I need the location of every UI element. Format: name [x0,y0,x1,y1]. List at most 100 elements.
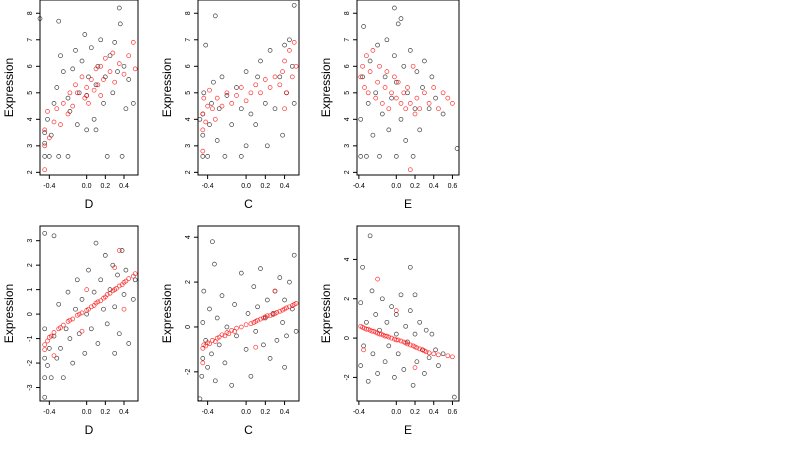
data-point [360,74,365,80]
data-point [426,106,432,112]
data-point [219,74,225,80]
data-point [224,90,230,96]
data-point [243,69,249,74]
y-tick-label: 4 [27,117,34,121]
data-point [389,304,394,309]
data-point [116,5,122,11]
data-point [267,85,273,90]
data-point [289,306,295,312]
data-point [379,296,385,302]
data-point [364,154,369,159]
data-point [234,333,239,339]
data-point [422,371,427,376]
data-point [445,95,451,101]
y-tick-label: 6 [27,64,34,68]
data-point [284,305,289,311]
data-point [199,373,205,379]
data-point [407,308,413,313]
data-point [46,135,52,141]
data-point [358,154,364,159]
x-axis-label: E [404,197,412,211]
data-point [107,290,113,296]
data-point [267,48,273,53]
data-point [54,85,60,90]
data-point [232,302,237,307]
data-point [440,351,446,357]
data-point [95,299,101,305]
data-point [73,82,78,88]
data-point [277,275,283,280]
data-point [104,154,110,159]
data-point [417,106,423,112]
data-point [84,287,90,292]
y-tick-label: 8 [185,11,192,15]
data-point [426,101,432,106]
data-point [248,111,254,117]
data-point [414,359,420,365]
data-point [207,341,212,347]
data-point [200,132,206,138]
data-point [216,106,222,112]
data-point [121,63,127,69]
x-tick-label: 0.0 [391,183,401,190]
data-point [51,330,57,335]
data-point [422,58,427,64]
x-tick-label: 0.0 [241,183,251,190]
data-point [414,69,420,74]
x-axis-label: C [244,423,253,437]
data-point [101,77,106,82]
data-point [86,306,91,312]
y-axis-label: Expression [319,58,333,117]
data-point [201,90,207,96]
data-point [46,346,52,351]
data-point [429,331,435,337]
data-point [410,154,416,159]
data-point [243,143,249,149]
plot-frame [356,225,460,402]
data-point [200,154,206,159]
data-point [291,252,297,258]
data-point [360,264,365,270]
data-point [282,42,287,48]
data-point [395,351,401,357]
data-point [54,355,60,361]
data-point [116,331,122,337]
data-point [93,240,99,246]
data-point [224,93,230,98]
x-tick-label: 0.2 [100,183,110,190]
data-point [58,346,63,351]
y-tick-label: 3 [185,144,192,148]
x-tick-label: -0.4 [43,409,55,416]
points-layer [358,5,460,173]
data-point [243,347,249,352]
x-tick-label: 0.6 [448,183,458,190]
data-point [258,266,263,271]
data-point [395,79,401,85]
y-axis-label: Expression [160,58,174,117]
data-point [274,310,280,315]
data-point [238,154,244,159]
data-point [398,338,404,344]
data-point [86,74,91,80]
data-point [70,316,76,322]
data-point [219,332,225,338]
data-point [42,347,48,352]
x-tick-label: 0.0 [241,409,251,416]
data-point [407,167,413,173]
data-point [358,300,364,306]
data-point [412,365,418,370]
data-point [91,87,97,93]
data-point [389,95,394,101]
data-point [210,338,215,343]
data-point [358,116,364,122]
data-point [45,338,50,344]
data-point [56,301,62,307]
x-tick-label: 0.4 [280,409,290,416]
data-point [222,360,228,366]
y-tick-label: 5 [27,91,34,95]
x-axis-label: D [85,197,94,211]
y-axis-label: Expression [160,284,174,343]
data-point [209,351,214,357]
data-point [282,364,287,370]
data-point [76,311,82,317]
